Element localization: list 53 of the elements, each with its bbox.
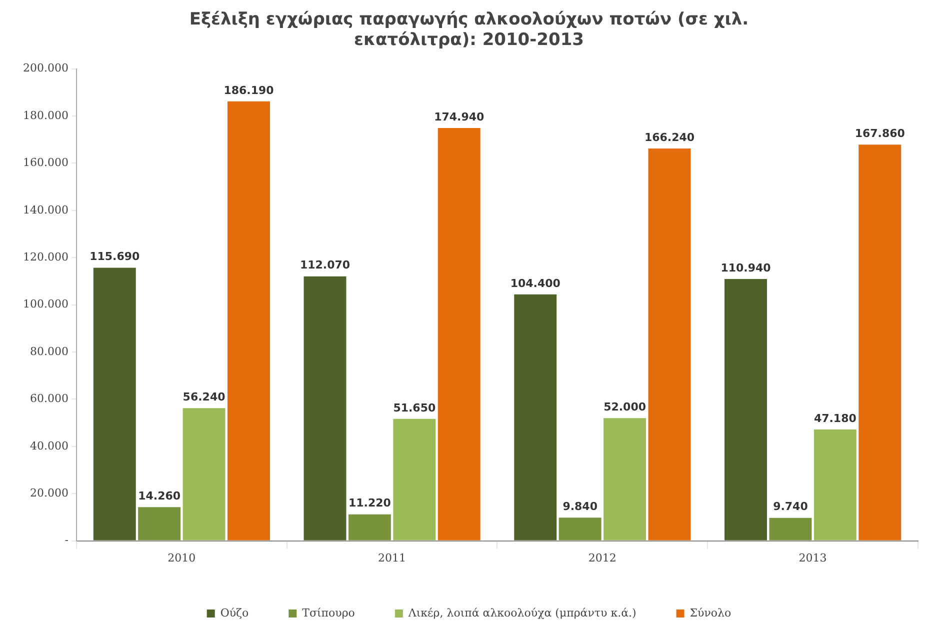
- bar: [814, 429, 856, 540]
- data-label: 47.180: [814, 412, 857, 425]
- x-tick-label: 2013: [798, 551, 827, 564]
- data-label: 110.940: [720, 261, 772, 274]
- y-tick-label: 180.000: [22, 108, 68, 122]
- data-label: 51.650: [393, 401, 436, 414]
- bar: [304, 276, 346, 540]
- data-label: 104.400: [510, 276, 561, 290]
- data-label: 115.690: [90, 250, 140, 264]
- bar: [348, 514, 391, 540]
- text: εκατόλιτρα): 2010-2013: [354, 30, 584, 50]
- bar: [182, 408, 226, 540]
- y-tick-label: 200.000: [22, 62, 68, 75]
- y-tick-label: 60.000: [30, 392, 68, 406]
- y-tick-label: 80.000: [30, 344, 68, 358]
- x-tick-label: 2011: [378, 551, 406, 564]
- bar: [228, 101, 270, 540]
- data-label: 14.260: [138, 490, 181, 503]
- data-label: 9.740: [773, 500, 808, 514]
- y-tick-label: 120.000: [22, 250, 68, 264]
- bar: [724, 278, 767, 540]
- y-tick-label: 100.000: [22, 298, 68, 311]
- data-label: 11.220: [348, 496, 392, 510]
- data-label: 166.240: [644, 130, 695, 144]
- bar: [558, 518, 602, 540]
- legend-label: Λικέρ, λοιπά αλκοολούχα (μπράντυ κ.ά.): [407, 606, 636, 620]
- bar: [769, 518, 812, 540]
- bar: [393, 418, 436, 540]
- legend-label: Τσίπουρο: [302, 606, 356, 620]
- bar: [604, 418, 646, 540]
- data-label: 174.940: [434, 110, 485, 124]
- bar: [93, 268, 136, 540]
- data-label: 9.840: [562, 500, 598, 513]
- bar: [514, 294, 557, 540]
- bar: [858, 144, 902, 540]
- legend-label: Ούζο: [220, 606, 250, 620]
- bar: [138, 507, 181, 540]
- y-tick-label: 40.000: [30, 439, 68, 452]
- x-tick-label: 2012: [588, 551, 616, 564]
- data-label: 186.190: [224, 84, 274, 97]
- y-tick-label: 20.000: [30, 486, 68, 500]
- y-tick-label: 140.000: [22, 203, 68, 216]
- bar: [438, 128, 480, 540]
- y-tick-label: 160.000: [22, 156, 68, 170]
- bar: [648, 148, 691, 540]
- data-label: 112.070: [300, 258, 350, 272]
- data-label: 167.860: [854, 127, 906, 140]
- data-label: 52.000: [604, 400, 646, 414]
- data-label: 56.240: [182, 390, 226, 404]
- text: Εξέλιξη εγχώριας παραγωγής αλκοολούχων ποτών (σε χιλ.: [189, 10, 749, 30]
- legend-label: Σύνολο: [690, 606, 732, 620]
- y-tick-label: -: [64, 534, 69, 547]
- x-tick-label: 2010: [168, 551, 196, 564]
